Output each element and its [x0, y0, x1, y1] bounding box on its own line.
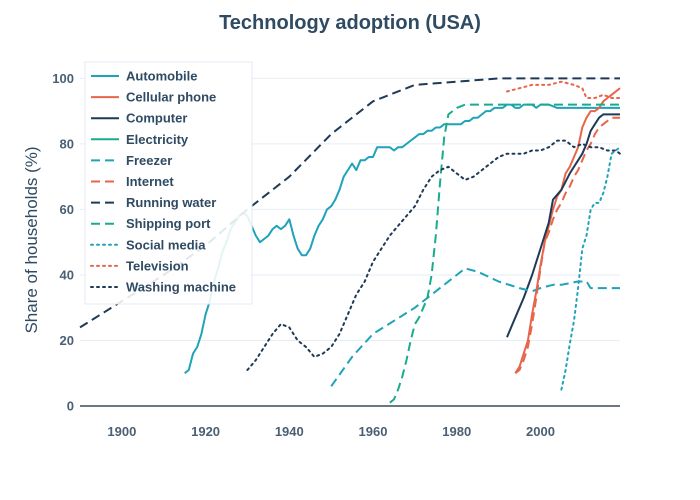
legend-label: Shipping port: [126, 216, 211, 231]
legend-label: Social media: [126, 237, 206, 252]
x-tick-labels: 1900 1920 1940 1960 1980 2000: [107, 424, 555, 439]
series-line-running-water: [79, 77, 620, 329]
legend-item-shipping-port[interactable]: Shipping port: [91, 216, 211, 231]
x-tick-label: 1940: [275, 424, 304, 439]
y-axis-title: Share of households (%): [22, 146, 41, 333]
legend-label: Internet: [126, 174, 174, 189]
series-line-television: [506, 80, 621, 99]
series-line-social-media: [560, 146, 621, 391]
legend-item-electricity[interactable]: Electricity: [91, 132, 189, 147]
series-line-washing-machine: [246, 139, 621, 371]
legend-label: Cellular phone: [126, 90, 216, 105]
legend-item-television[interactable]: Television: [90, 258, 189, 273]
legend-box: [84, 61, 253, 305]
legend-item-automobile[interactable]: Automobile: [91, 69, 198, 84]
legend-item-washing-machine[interactable]: Washing machine: [90, 280, 236, 295]
legend-label: Freezer: [126, 153, 172, 168]
series-line-computer: [506, 113, 620, 338]
y-tick-label: 20: [60, 333, 74, 348]
legend-item-computer[interactable]: Computer: [91, 111, 187, 126]
legend-item-running-water[interactable]: Running water: [91, 195, 216, 210]
legend-label: Running water: [126, 195, 216, 210]
legend-item-internet[interactable]: Internet: [91, 174, 174, 189]
legend-item-cellular-phone[interactable]: Cellular phone: [91, 90, 216, 105]
legend-label: Electricity: [126, 132, 189, 147]
legend[interactable]: Automobile Cellular phone Computer Electric…: [84, 61, 253, 305]
x-tick-label: 1960: [359, 424, 388, 439]
y-tick-label: 100: [52, 71, 74, 86]
legend-label: Washing machine: [126, 280, 236, 295]
y-tick-labels: 0 20 40 60 80 100: [52, 71, 74, 414]
x-tick-label: 2000: [526, 424, 555, 439]
series-line-shipping-port: [389, 103, 620, 404]
series-line-cellular-phone: [514, 87, 621, 374]
x-tick-label: 1920: [191, 424, 220, 439]
series-line-freezer: [330, 267, 620, 387]
y-tick-label: 40: [60, 267, 74, 282]
y-tick-label: 60: [60, 202, 74, 217]
y-tick-label: 0: [67, 399, 74, 414]
x-tick-label: 1900: [107, 424, 136, 439]
legend-item-social-media[interactable]: Social media: [90, 237, 206, 252]
x-tick-label: 1980: [442, 424, 471, 439]
legend-label: Automobile: [126, 69, 198, 84]
legend-label: Television: [126, 258, 189, 273]
y-tick-label: 80: [60, 136, 74, 151]
legend-item-freezer[interactable]: Freezer: [91, 153, 172, 168]
legend-label: Computer: [126, 111, 187, 126]
series-line-internet: [514, 116, 620, 374]
chart-title: Technology adoption (USA): [219, 12, 481, 34]
